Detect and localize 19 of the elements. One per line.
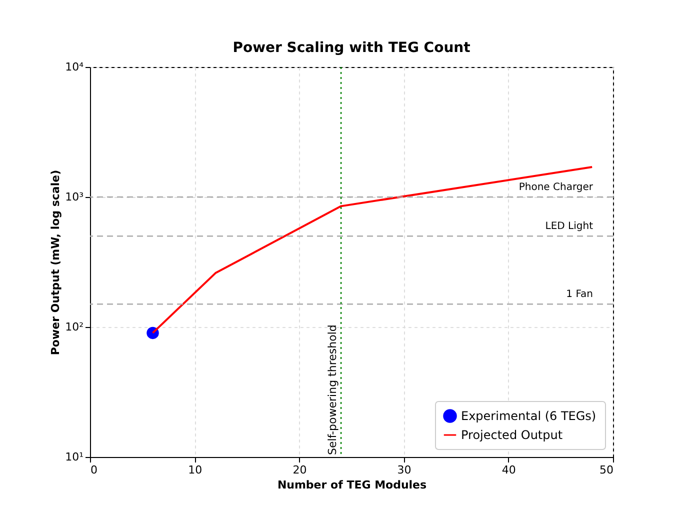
x-tick-label: 50: [600, 464, 614, 476]
y-tick-label: 10¹: [65, 450, 84, 464]
y-tick-label: 10⁴: [65, 60, 84, 74]
y-tick-label: 10²: [65, 320, 84, 334]
ref-line-label: Self-powering threshold: [326, 324, 340, 455]
legend-label: Experimental (6 TEGs): [461, 409, 596, 423]
x-tick-label: 40: [502, 464, 516, 476]
y-axis-title: Power Output (mW, log scale): [49, 170, 62, 356]
y-tick-label: 10³: [65, 190, 84, 204]
chart-title: Power Scaling with TEG Count: [232, 40, 471, 56]
x-tick-label: 30: [397, 464, 412, 476]
legend-label: Projected Output: [461, 428, 563, 442]
ref-line-label: 1 Fan: [566, 289, 593, 300]
ref-line-label: Phone Charger: [518, 182, 594, 193]
x-tick-label: 20: [292, 464, 307, 476]
x-axis-title: Number of TEG Modules: [277, 478, 428, 492]
x-tick-label: 10: [188, 464, 202, 476]
x-tick-label: 0: [90, 464, 98, 476]
ref-line-label: LED Light: [545, 221, 594, 232]
